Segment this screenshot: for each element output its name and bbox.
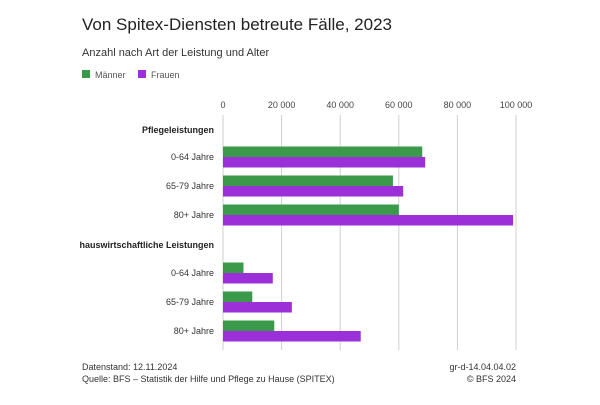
bar-maenner (223, 320, 275, 331)
bars (223, 146, 514, 342)
x-axis-ticks: 0 20 000 40 000 60 000 80 000 100 000 (220, 100, 532, 110)
x-tick-label: 60 000 (385, 100, 413, 110)
category-label: 80+ Jahre (174, 326, 214, 336)
group-label: Pflegeleistungen (142, 125, 214, 135)
category-labels: Pflegeleistungen 0-64 Jahre 65-79 Jahre 80+… (79, 125, 214, 336)
bar-frauen (223, 331, 361, 342)
bar-frauen (223, 302, 292, 313)
x-tick-label: 0 (220, 100, 225, 110)
footer-copyright: © BFS 2024 (467, 374, 516, 384)
legend-label-maenner: Männer (95, 70, 126, 80)
category-label: 0-64 Jahre (171, 268, 214, 278)
group-label: hauswirtschaftliche Leistungen (79, 240, 214, 250)
legend: Männer Frauen (82, 70, 180, 80)
bar-frauen (223, 215, 514, 226)
chart-subtitle: Anzahl nach Art der Leistung und Alter (82, 47, 269, 59)
x-tick-label: 40 000 (326, 100, 354, 110)
bar-maenner (223, 291, 253, 302)
bar-maenner (223, 262, 244, 273)
category-label: 80+ Jahre (174, 210, 214, 220)
x-tick-label: 100 000 (500, 100, 533, 110)
bar-frauen (223, 273, 273, 284)
footer-datenstand: Datenstand: 12.11.2024 (82, 362, 177, 372)
category-label: 0-64 Jahre (171, 152, 214, 162)
bar-maenner (223, 175, 393, 186)
footer-quelle: Quelle: BFS – Statistik der Hilfe und Pf… (82, 374, 335, 384)
bar-frauen (223, 186, 404, 197)
bar-frauen (223, 157, 426, 168)
bar-maenner (223, 146, 423, 157)
x-tick-label: 80 000 (444, 100, 472, 110)
legend-swatch-frauen (138, 70, 146, 78)
bar-maenner (223, 204, 399, 215)
footer-code: gr-d-14.04.04.02 (449, 362, 516, 372)
category-label: 65-79 Jahre (166, 297, 214, 307)
legend-label-frauen: Frauen (151, 70, 180, 80)
x-tick-label: 20 000 (268, 100, 296, 110)
chart-title: Von Spitex-Diensten betreute Fälle, 2023 (82, 15, 392, 34)
legend-swatch-maenner (82, 70, 90, 78)
category-label: 65-79 Jahre (166, 181, 214, 191)
